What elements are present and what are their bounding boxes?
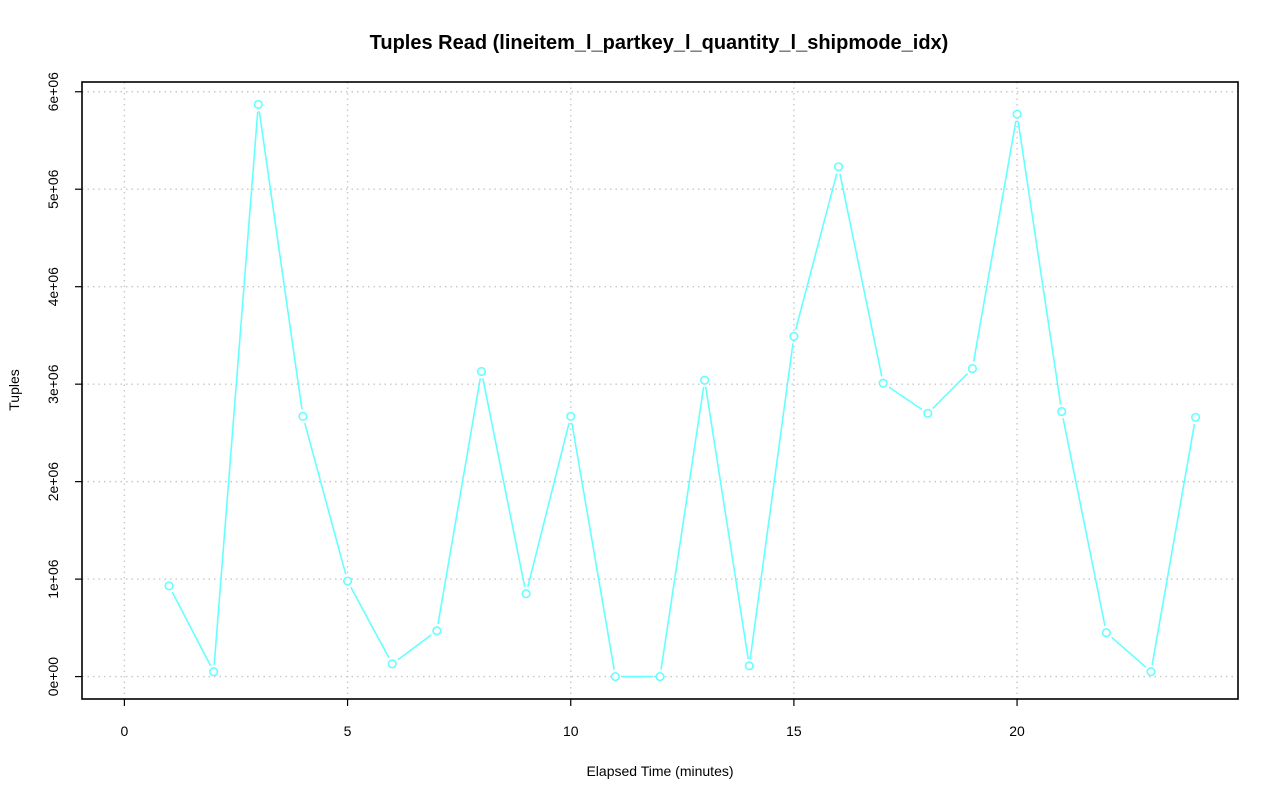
series-line-segment [213,111,259,665]
data-point [253,99,263,110]
y-axis-label: Tuples [6,369,22,411]
data-point [655,671,665,682]
y-tick-label: 4e+06 [45,267,61,307]
series-line-segment [527,422,570,588]
data-point [432,626,442,636]
series-line-segment [437,378,482,625]
data-point [566,411,576,421]
y-tick-label: 5e+06 [45,169,61,209]
plot-frame [81,81,1239,700]
series-line-segment [888,386,923,411]
series-line-segment [749,343,794,660]
series-line-segment [1151,424,1196,665]
data-point [476,366,487,377]
data-point [700,375,710,385]
series-layer [164,99,1201,682]
series-line-segment [1111,636,1147,668]
data-point [387,659,397,669]
data-point [1146,667,1156,677]
data-point [1057,406,1067,417]
data-point [342,576,353,586]
data-point [878,378,888,388]
series-line-segment [171,591,212,666]
x-tick-label: 0 [121,723,129,739]
series-line-segment [258,111,303,410]
data-point [209,667,219,677]
series-line-segment [972,120,1017,362]
data-point [1101,628,1111,638]
grid [82,82,1238,699]
series-line-segment [660,387,705,670]
series-line-segment [350,586,390,659]
data-point [967,363,978,374]
x-tick-label: 10 [563,723,579,739]
x-tick-label: 15 [786,723,802,739]
y-tick-label: 3e+06 [45,364,61,404]
data-point [1012,109,1022,119]
data-point [164,581,174,591]
series-line-segment [704,387,749,660]
x-tick-label: 20 [1009,723,1025,739]
y-tick-label: 1e+06 [45,559,61,599]
y-tick-label: 0e+00 [45,657,61,697]
series-line-segment [482,378,526,588]
data-point [298,411,308,421]
series-line-segment [1017,120,1062,405]
series-line-segment [794,173,838,330]
data-point [744,661,754,671]
series-line-segment [571,423,615,670]
y-axis: 0e+00 1e+06 2e+06 3e+06 4e+06 5e+06 6e+06 [45,72,82,696]
data-point [610,671,620,682]
y-tick-label: 2e+06 [45,462,61,502]
data-point [1190,412,1201,422]
series-line-segment [932,372,969,410]
x-axis-label: Elapsed Time (minutes) [586,763,733,779]
data-point [521,589,531,599]
series-line-segment [397,634,432,661]
series-line-segment [303,422,347,575]
data-point [789,331,799,342]
x-tick-label: 5 [344,723,352,739]
data-point [833,162,844,172]
series-line-segment [839,173,883,377]
chart-title: Tuples Read (lineitem_l_partkey_l_quanti… [370,32,949,54]
y-tick-label: 6e+06 [45,72,61,112]
series-line-segment [1062,418,1106,627]
x-axis: 0 5 10 15 20 [121,699,1025,739]
data-point [923,408,933,419]
